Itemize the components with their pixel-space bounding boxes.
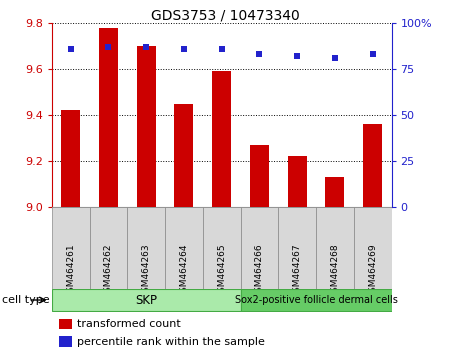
FancyBboxPatch shape [165, 207, 203, 289]
Text: cell type: cell type [2, 295, 50, 305]
Bar [363, 124, 382, 207]
Bar [61, 110, 80, 207]
FancyBboxPatch shape [127, 207, 165, 289]
FancyBboxPatch shape [354, 207, 392, 289]
Point [143, 44, 150, 50]
Bar [212, 72, 231, 207]
Point [256, 51, 263, 57]
Point [331, 55, 338, 61]
FancyBboxPatch shape [52, 207, 90, 289]
FancyBboxPatch shape [203, 207, 240, 289]
Point [218, 46, 225, 52]
Bar [58, 319, 72, 329]
FancyBboxPatch shape [240, 289, 392, 311]
FancyBboxPatch shape [316, 207, 354, 289]
Bar [58, 336, 72, 347]
Point [293, 53, 301, 59]
Point [67, 46, 74, 52]
Text: GSM464264: GSM464264 [180, 244, 189, 298]
Bar [99, 28, 118, 207]
FancyBboxPatch shape [240, 207, 278, 289]
Point [369, 51, 376, 57]
Bar [137, 46, 156, 207]
Text: GSM464262: GSM464262 [104, 244, 113, 298]
Text: SKP: SKP [135, 293, 157, 307]
Text: percentile rank within the sample: percentile rank within the sample [77, 337, 265, 347]
Point [180, 46, 188, 52]
Text: GSM464263: GSM464263 [142, 244, 151, 298]
Text: GSM464261: GSM464261 [66, 244, 75, 298]
Text: GSM464265: GSM464265 [217, 244, 226, 298]
Bar [288, 156, 306, 207]
Point [105, 44, 112, 50]
Text: GDS3753 / 10473340: GDS3753 / 10473340 [151, 9, 299, 23]
Text: Sox2-positive follicle dermal cells: Sox2-positive follicle dermal cells [234, 295, 397, 305]
Text: GSM464267: GSM464267 [292, 244, 302, 298]
Text: transformed count: transformed count [77, 319, 181, 329]
FancyBboxPatch shape [52, 289, 240, 311]
Text: GSM464266: GSM464266 [255, 244, 264, 298]
Bar [325, 177, 344, 207]
FancyBboxPatch shape [90, 207, 127, 289]
Bar [250, 145, 269, 207]
Bar [175, 104, 194, 207]
Text: GSM464268: GSM464268 [330, 244, 339, 298]
FancyBboxPatch shape [278, 207, 316, 289]
Text: GSM464269: GSM464269 [368, 244, 377, 298]
